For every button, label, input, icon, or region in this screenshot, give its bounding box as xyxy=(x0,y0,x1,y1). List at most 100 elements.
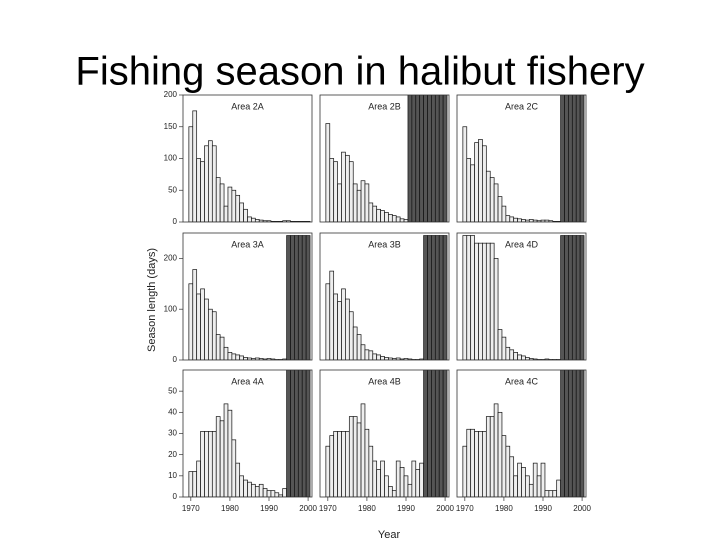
bar xyxy=(368,202,374,222)
panel-frame xyxy=(319,369,450,498)
bar xyxy=(497,329,503,360)
panel-title: Area 4A xyxy=(231,376,264,386)
bar xyxy=(364,428,370,497)
bar xyxy=(239,475,244,497)
x-tick-label: 1970 xyxy=(182,504,200,513)
bar xyxy=(517,218,522,222)
bar xyxy=(305,235,311,360)
bar xyxy=(215,416,221,497)
bar xyxy=(470,164,475,222)
bar xyxy=(532,462,538,497)
bar xyxy=(200,288,205,360)
panel-title: Area 2B xyxy=(368,101,401,111)
panel xyxy=(188,235,311,360)
bar xyxy=(462,235,468,360)
bar xyxy=(274,492,280,497)
bar xyxy=(352,416,358,497)
bar xyxy=(258,483,264,497)
bar xyxy=(247,216,252,222)
bar xyxy=(493,403,499,497)
bar xyxy=(521,467,526,497)
y-tick-label: 0 xyxy=(173,492,178,501)
bar xyxy=(395,460,401,497)
bar xyxy=(497,411,503,497)
bar xyxy=(466,235,472,360)
slide-title: Fishing season in halibut fishery xyxy=(75,50,644,94)
bar xyxy=(395,216,401,222)
bar xyxy=(196,460,201,497)
bar xyxy=(470,235,475,360)
bar xyxy=(368,350,374,360)
bar xyxy=(478,139,483,222)
y-tick-label: 200 xyxy=(164,254,178,263)
bar xyxy=(345,154,350,222)
bar xyxy=(517,354,522,360)
bar xyxy=(513,217,518,222)
bar xyxy=(399,467,405,497)
bar xyxy=(360,403,366,497)
bar xyxy=(505,215,511,222)
x-axis-label: Year xyxy=(378,529,401,540)
bar xyxy=(345,431,350,497)
bar xyxy=(196,158,201,222)
bar xyxy=(356,422,362,497)
bar xyxy=(345,298,350,360)
bar xyxy=(364,349,370,360)
bar xyxy=(297,235,303,360)
x-tick-label: 2000 xyxy=(436,504,454,513)
bar xyxy=(501,336,507,360)
panel-frame xyxy=(319,232,450,361)
bar xyxy=(329,270,335,360)
bar xyxy=(497,196,503,222)
bar xyxy=(568,235,573,360)
bar xyxy=(442,235,448,360)
panel-title: Area 2A xyxy=(231,101,264,111)
bar xyxy=(227,186,233,222)
bar xyxy=(219,420,225,497)
bar xyxy=(505,346,511,360)
bar xyxy=(419,462,424,497)
bar xyxy=(372,460,378,497)
bar xyxy=(540,462,546,497)
bar xyxy=(536,475,542,497)
bar xyxy=(384,475,389,497)
panel xyxy=(325,235,448,360)
bar xyxy=(333,161,338,222)
y-tick-label: 0 xyxy=(173,355,178,364)
y-tick-label: 100 xyxy=(164,154,178,163)
bar xyxy=(360,344,366,360)
bar xyxy=(368,445,374,497)
bar xyxy=(438,235,444,360)
bar xyxy=(489,177,495,222)
bar xyxy=(215,177,221,222)
y-tick-label: 50 xyxy=(168,386,177,395)
panel xyxy=(325,95,448,222)
bar xyxy=(352,183,358,222)
bar xyxy=(219,183,225,222)
bar xyxy=(219,336,225,360)
bar xyxy=(215,334,221,360)
bar xyxy=(478,431,483,497)
bar xyxy=(341,151,346,222)
bar xyxy=(556,479,561,497)
bar xyxy=(211,145,217,222)
y-tick-label: 200 xyxy=(164,90,178,99)
bar xyxy=(513,352,518,360)
bar xyxy=(239,355,244,360)
bar xyxy=(329,435,335,497)
bar xyxy=(301,235,307,360)
panel-title: Area 4B xyxy=(368,376,401,386)
bar xyxy=(270,490,276,497)
bar xyxy=(470,428,475,497)
bar xyxy=(380,356,385,360)
bar xyxy=(247,481,252,497)
y-tick-label: 20 xyxy=(168,450,177,459)
y-tick-label: 10 xyxy=(168,471,177,480)
bar xyxy=(380,210,385,222)
bar xyxy=(485,416,491,497)
bar xyxy=(325,445,331,497)
bar xyxy=(192,471,198,497)
bar xyxy=(388,486,393,497)
panel xyxy=(325,370,448,497)
x-tick-label: 1980 xyxy=(221,504,239,513)
